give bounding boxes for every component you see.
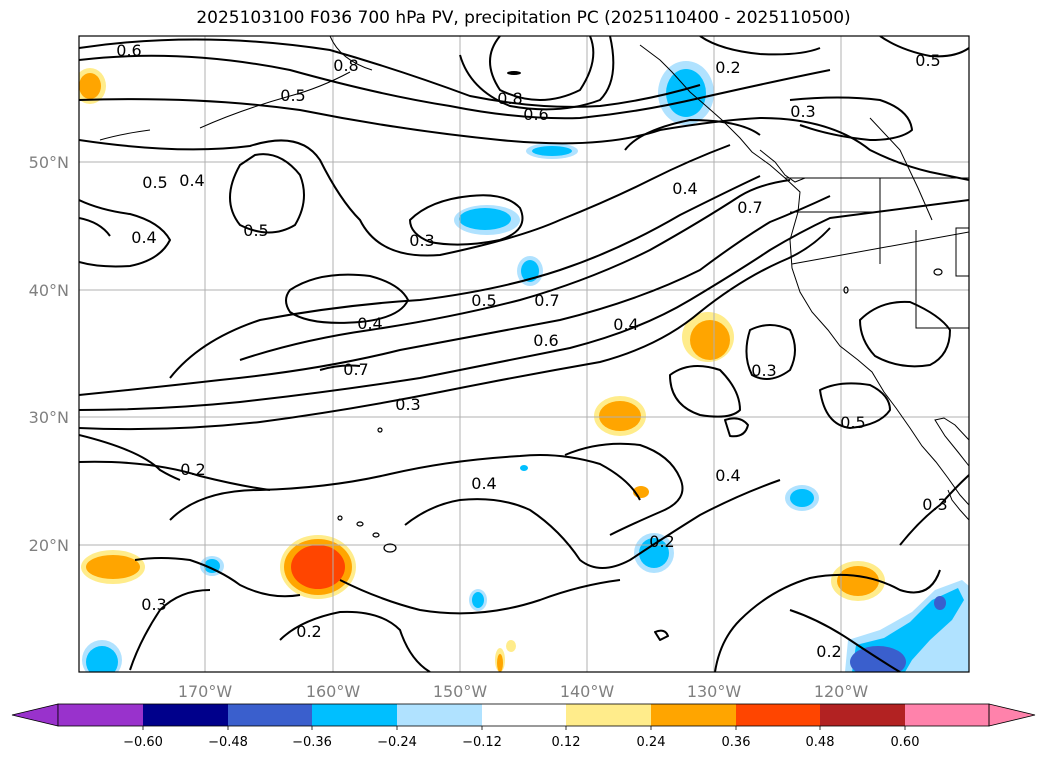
map-title: 2025103100 F036 700 hPa PV, precipitatio… (196, 8, 851, 28)
colorbar-tick: −0.48 (208, 735, 248, 750)
islands (337, 268, 943, 553)
contour-label: 0.5 (243, 221, 268, 240)
colorbar-segment (566, 704, 651, 726)
contour-label: 0.7 (534, 291, 559, 310)
lat-label: 30°N (29, 408, 69, 427)
colorbar-right-extend (988, 703, 1036, 727)
precip-patch (506, 640, 516, 652)
precip-patch (690, 320, 730, 360)
colorbar-tick: 0.48 (806, 735, 835, 750)
colorbar-segment (58, 704, 143, 726)
colorbar-segment (143, 704, 228, 726)
contour-label: 0.8 (333, 56, 358, 75)
precip-patch (459, 208, 511, 230)
lon-label: 130°W (687, 682, 742, 701)
colorbar: −0.60 −0.48 −0.36 −0.24 −0.12 0.12 0.24 … (11, 703, 1036, 750)
pv-contour-small (507, 71, 521, 75)
contour-label: 0.5 (280, 86, 305, 105)
contour-label: 0.6 (116, 41, 141, 60)
contour-label: 0.3 (790, 102, 815, 121)
contour-label: 0.2 (180, 460, 205, 479)
contour-label: 0.3 (395, 395, 420, 414)
contour-label: 0.4 (672, 179, 697, 198)
contour-label: 0.7 (343, 360, 368, 379)
contour-label: 0.3 (751, 361, 776, 380)
lon-label: 120°W (814, 682, 869, 701)
lon-label: 150°W (433, 682, 488, 701)
colorbar-segment (651, 704, 736, 726)
precip-patch (850, 646, 906, 672)
colorbar-tick: 0.60 (891, 735, 920, 750)
contour-label: 0.4 (471, 474, 496, 493)
precip-patch (86, 555, 140, 579)
contour-label: 0.4 (357, 314, 382, 333)
contour-label: 0.7 (737, 198, 762, 217)
colorbar-segment (736, 704, 820, 726)
precip-patch (532, 146, 572, 156)
precip-patch (599, 401, 641, 431)
contour-label: 0.3 (141, 595, 166, 614)
colorbar-segment (312, 704, 397, 726)
colorbar-tick: 0.36 (722, 735, 751, 750)
contour-label: 0.2 (649, 532, 674, 551)
colorbar-tick: −0.60 (123, 735, 163, 750)
longitude-axis: 170°W 160°W 150°W 140°W 130°W 120°W (178, 682, 869, 701)
contour-label: 0.8 (497, 89, 522, 108)
contour-label: 0.4 (613, 315, 638, 334)
colorbar-segment (482, 704, 566, 726)
contour-label: 0.3 (409, 231, 434, 250)
colorbar-left-extend (11, 703, 59, 727)
colorbar-segment (397, 704, 482, 726)
lon-label: 140°W (560, 682, 615, 701)
lat-label: 40°N (29, 281, 69, 300)
contour-label: 0.2 (296, 622, 321, 641)
colorbar-tick: −0.24 (377, 735, 417, 750)
lon-label: 170°W (178, 682, 233, 701)
contour-label: 0.5 (471, 291, 496, 310)
precip-patch (934, 596, 946, 610)
colorbar-segment (820, 704, 905, 726)
contour-label: 0.6 (533, 331, 558, 350)
precip-patch (837, 566, 879, 596)
latitude-axis: 50°N 40°N 30°N 20°N (29, 153, 69, 555)
precip-patch (790, 489, 814, 507)
precip-patch (472, 592, 484, 608)
map-frame (78, 35, 970, 673)
precip-patch (79, 73, 101, 99)
colorbar-tick: −0.36 (292, 735, 332, 750)
lon-label: 160°W (306, 682, 361, 701)
colorbar-segment (228, 704, 312, 726)
colorbar-segment (905, 704, 989, 726)
colorbar-tick: −0.12 (462, 735, 502, 750)
precip-patch (497, 654, 503, 672)
precip-patch (666, 69, 706, 117)
precip-patch (86, 646, 118, 672)
contour-label: 0.6 (523, 105, 548, 124)
precip-patch (521, 260, 539, 282)
precip-patch (291, 545, 345, 589)
lat-label: 20°N (29, 536, 69, 555)
contour-label: 0.4 (179, 171, 204, 190)
contour-label: 0.2 (816, 642, 841, 661)
colorbar-tick: 0.24 (637, 735, 666, 750)
precip-patch (520, 465, 528, 471)
contour-label: 0.5 (142, 173, 167, 192)
contour-label: 0.2 (715, 58, 740, 77)
pv-contours (79, 36, 969, 672)
contour-label: 0.5 (840, 413, 865, 432)
lat-label: 50°N (29, 153, 69, 172)
contour-label: 0.5 (915, 51, 940, 70)
precip-fill-layer (79, 61, 969, 672)
contour-label: 0.3 (922, 495, 947, 514)
contour-label: 0.4 (131, 228, 156, 247)
colorbar-tick: 0.12 (552, 735, 581, 750)
contour-label: 0.4 (715, 466, 740, 485)
contour-labels: 0.6 0.8 0.5 0.8 0.6 0.2 0.5 0.3 0.4 0.5 … (116, 41, 947, 661)
